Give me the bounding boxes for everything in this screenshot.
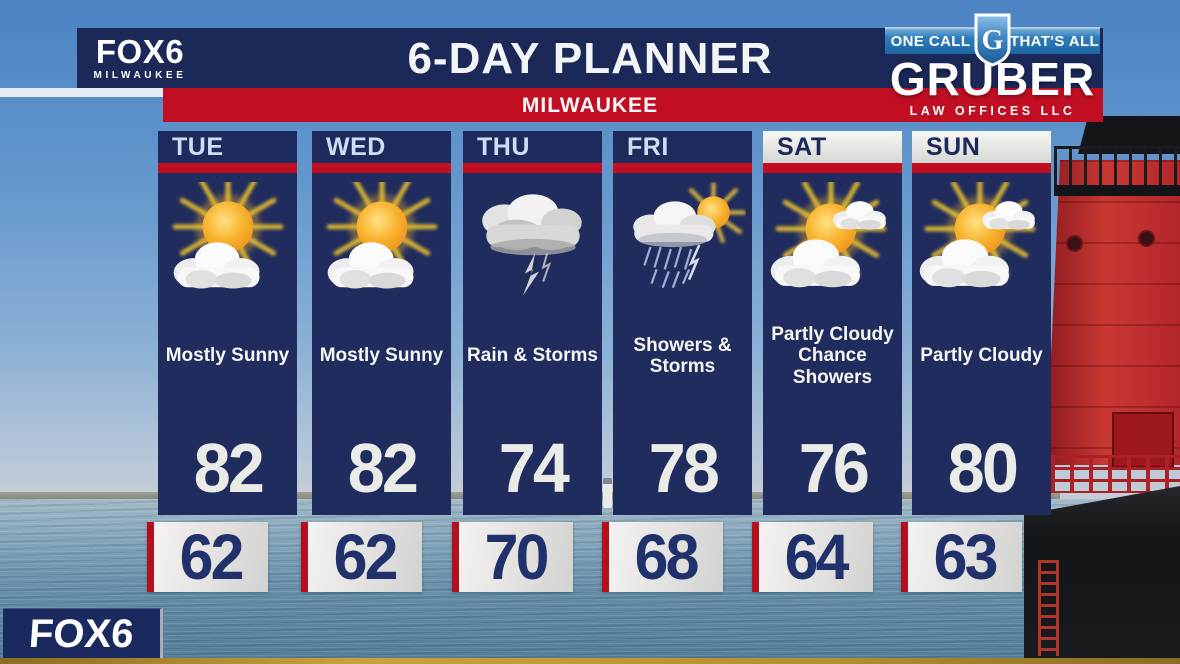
- low-temperature-box: 62: [147, 521, 268, 593]
- condition-text: Mostly Sunny: [319, 345, 444, 367]
- condition-text: Partly Cloudy Chance Showers: [771, 323, 894, 388]
- forecast-panel: Partly Cloudy Chance Showers 76: [763, 173, 902, 515]
- distant-lighthouse: [603, 478, 612, 508]
- condition-text: Rain & Storms: [467, 345, 598, 367]
- page-title: 6-DAY PLANNER: [407, 34, 773, 83]
- sponsor-shield-icon: G: [974, 13, 1011, 67]
- day-red-stripe: [912, 163, 1051, 173]
- day-label: THU: [463, 131, 602, 163]
- low-accent-stripe: [602, 522, 609, 592]
- sponsor-tagline-right: THAT'S ALL: [1009, 27, 1100, 54]
- low-accent-stripe: [301, 522, 308, 592]
- low-temperature-box: 62: [301, 521, 422, 593]
- location-subtitle: MILWAUKEE: [521, 94, 659, 117]
- day-red-stripe: [763, 163, 902, 173]
- forecast-panel: Showers & Storms 78: [613, 173, 752, 515]
- low-accent-stripe: [147, 522, 154, 592]
- low-accent-stripe: [901, 522, 908, 592]
- sponsor-tagline-left: ONE CALL: [885, 27, 976, 54]
- low-temperature: 62: [334, 521, 399, 593]
- high-temperature: 82: [193, 429, 264, 507]
- pier-red-fence: [1032, 455, 1180, 493]
- low-temperature-box: 63: [901, 521, 1022, 593]
- header-white-stripe: [0, 88, 163, 97]
- condition-text: Showers & Storms: [633, 334, 732, 377]
- day-label: SUN: [912, 131, 1051, 163]
- day-red-stripe: [613, 163, 752, 173]
- weather-condition-icon: [770, 177, 896, 309]
- bottom-gold-strip: [0, 658, 1180, 664]
- low-temperature: 68: [635, 521, 700, 593]
- day-red-stripe: [463, 163, 602, 173]
- forecast-column-wed: WED Mostly Sunny 82 62: [301, 131, 451, 593]
- day-label: TUE: [158, 131, 297, 163]
- forecast-panel: Mostly Sunny 82: [312, 173, 451, 515]
- header-red-band: MILWAUKEE: [163, 88, 1103, 122]
- high-temperature: 78: [648, 429, 719, 507]
- station-bug-logo: FOX6: [3, 608, 163, 660]
- weather-condition-icon: [319, 177, 445, 309]
- forecast-column-tue: TUE Mostly Sunny 82 62: [147, 131, 297, 593]
- low-temperature: 62: [180, 521, 245, 593]
- forecast-column-thu: THU Rain & Storms 74 70: [452, 131, 602, 593]
- weather-condition-icon: [620, 177, 746, 309]
- high-temperature: 80: [947, 429, 1018, 507]
- sponsor-subname: LAW OFFICES LLC: [909, 104, 1076, 118]
- forecast-column-sun: SUN Partly Cloudy 80 63: [901, 131, 1051, 593]
- high-temperature: 76: [798, 429, 869, 507]
- station-logo: FOX6 MILWAUKEE: [87, 34, 193, 81]
- low-temperature: 63: [934, 521, 999, 593]
- lighthouse-porthole: [1138, 230, 1155, 247]
- pier-ladder: [1038, 560, 1059, 656]
- weather-condition-icon: [165, 177, 291, 309]
- low-accent-stripe: [452, 522, 459, 592]
- low-temperature-box: 64: [752, 521, 873, 593]
- lighthouse-porthole: [1066, 235, 1083, 252]
- low-temperature: 70: [485, 521, 550, 593]
- low-temperature: 64: [785, 521, 850, 593]
- day-label: SAT: [763, 131, 902, 163]
- weather-condition-icon: [470, 177, 596, 309]
- sponsor-tagline-banner: ONE CALL THAT'S ALL G: [885, 13, 1100, 67]
- condition-text: Partly Cloudy: [920, 345, 1043, 367]
- day-label: FRI: [613, 131, 752, 163]
- forecast-panel: Partly Cloudy 80: [912, 173, 1051, 515]
- low-accent-stripe: [752, 522, 759, 592]
- station-bug-text: FOX6: [27, 612, 136, 656]
- condition-text: Mostly Sunny: [165, 345, 290, 367]
- low-temperature-box: 68: [602, 521, 723, 593]
- low-temperature-box: 70: [452, 521, 573, 593]
- forecast-column-sat: SAT Partly Cloudy Chance Showers 76 64: [752, 131, 902, 593]
- weather-condition-icon: [919, 177, 1045, 309]
- station-name: FOX6: [95, 33, 185, 70]
- forecast-panel: Mostly Sunny 82: [158, 173, 297, 515]
- high-temperature: 74: [498, 429, 569, 507]
- station-city: MILWAUKEE: [93, 70, 187, 81]
- high-temperature: 82: [347, 429, 418, 507]
- svg-text:G: G: [982, 25, 1004, 56]
- day-label: WED: [312, 131, 451, 163]
- day-red-stripe: [312, 163, 451, 173]
- day-red-stripe: [158, 163, 297, 173]
- forecast-panel: Rain & Storms 74: [463, 173, 602, 515]
- lighthouse-gallery-railing: [1054, 146, 1180, 196]
- forecast-column-fri: FRI Showers & Storms 78 68: [602, 131, 752, 593]
